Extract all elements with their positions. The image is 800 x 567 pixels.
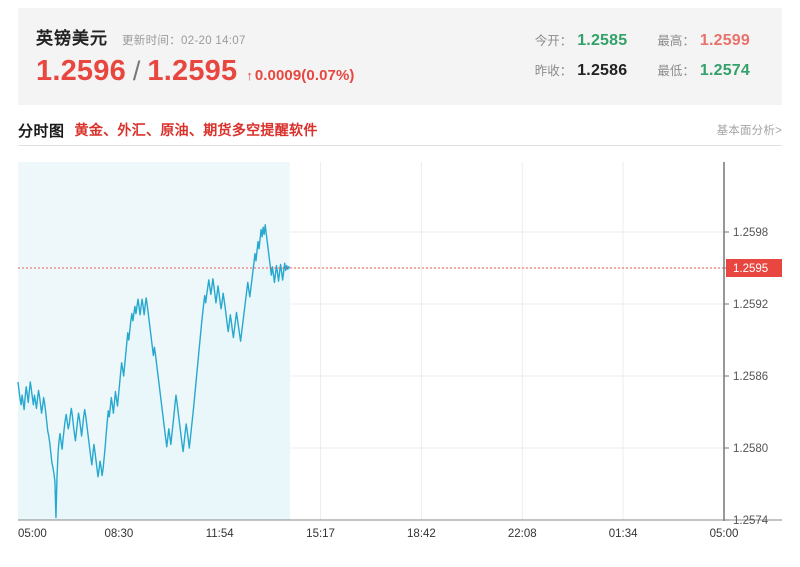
update-time-value: 02-20 14:07 xyxy=(181,35,246,47)
svg-text:1.2595: 1.2595 xyxy=(733,263,768,275)
chart-tabbar: 分时图 黄金、外汇、原油、期货多空提醒软件 基本面分析> xyxy=(18,115,782,146)
intraday-chart[interactable]: 开:1.2594 高:1.2595 低:1.2594 收:1.2595 1.25… xyxy=(0,152,800,552)
price-separator: / xyxy=(132,56,141,86)
update-time-prefix: 更新时间： xyxy=(122,35,181,47)
chart-x-axis-labels: 05:00 08:30 11:54 15:17 18:42 22:08 01:34 05:00 xyxy=(18,528,738,540)
quote-stats-grid: 今开： 1.2585 最高： 1.2599 昨收： 1.2586 最低： 1.2… xyxy=(535,8,782,80)
svg-text:01:34: 01:34 xyxy=(609,528,638,540)
svg-text:1.2592: 1.2592 xyxy=(733,299,768,311)
ask-price: 1.2595 xyxy=(147,55,238,87)
svg-text:1.2580: 1.2580 xyxy=(733,443,768,455)
stat-low-value: 1.2574 xyxy=(699,62,750,79)
price-row: 1.2596 / 1.2595 ↑ 0.0009(0.07%) xyxy=(36,57,355,86)
stat-low-label: 最低： xyxy=(657,64,695,78)
stat-low: 最低： 1.2574 xyxy=(657,60,750,80)
instrument-row: 英镑美元 更新时间：02-20 14:07 xyxy=(36,24,355,49)
chart-axes xyxy=(18,162,782,521)
chart-y-axis-labels: 1.2598 1.2592 1.2586 1.2580 1.2574 xyxy=(733,227,769,527)
chart-price-line xyxy=(17,224,291,519)
svg-text:1.2586: 1.2586 xyxy=(733,371,768,383)
stat-open-label: 今开： xyxy=(534,34,573,48)
bid-price: 1.2596 xyxy=(36,55,126,87)
change-value: 0.0009(0.07%) xyxy=(254,67,355,84)
instrument-name: 英镑美元 xyxy=(36,29,108,48)
stat-high-value: 1.2599 xyxy=(699,32,750,49)
tab-timeline-chart[interactable]: 分时图 xyxy=(18,122,65,140)
svg-text:18:42: 18:42 xyxy=(407,528,436,540)
svg-text:22:08: 22:08 xyxy=(508,528,537,540)
svg-text:11:54: 11:54 xyxy=(206,528,235,540)
stat-prev-close: 昨收： 1.2586 xyxy=(535,60,628,80)
stat-prev-close-value: 1.2586 xyxy=(577,62,628,79)
current-price-badge: 1.2595 xyxy=(726,259,782,277)
svg-text:05:00: 05:00 xyxy=(710,528,739,540)
fundamental-analysis-link[interactable]: 基本面分析> xyxy=(716,125,782,137)
quote-primary-block: 英镑美元 更新时间：02-20 14:07 1.2596 / 1.2595 ↑ … xyxy=(18,8,355,86)
svg-text:05:00: 05:00 xyxy=(18,528,47,540)
svg-text:1.2574: 1.2574 xyxy=(733,515,769,527)
chart-svg[interactable]: 1.2598 1.2592 1.2586 1.2580 1.2574 05:00 08:3… xyxy=(0,152,800,552)
stat-open: 今开： 1.2585 xyxy=(535,30,628,50)
chart-area-fill xyxy=(18,224,290,521)
change-block: ↑ 0.0009(0.07%) xyxy=(246,68,354,83)
svg-text:08:30: 08:30 xyxy=(104,528,133,540)
svg-text:15:17: 15:17 xyxy=(306,528,335,540)
stat-open-value: 1.2585 xyxy=(577,32,628,49)
stat-high-label: 最高： xyxy=(657,34,695,48)
update-time-label: 更新时间：02-20 14:07 xyxy=(122,32,246,48)
stat-prev-close-label: 昨收： xyxy=(534,64,573,78)
svg-text:1.2598: 1.2598 xyxy=(733,227,768,239)
change-up-arrow-icon: ↑ xyxy=(246,68,253,83)
quote-header-panel: 英镑美元 更新时间：02-20 14:07 1.2596 / 1.2595 ↑ … xyxy=(18,8,782,105)
stat-high: 最高： 1.2599 xyxy=(657,30,750,50)
promo-banner-text[interactable]: 黄金、外汇、原油、期货多空提醒软件 xyxy=(74,122,318,138)
